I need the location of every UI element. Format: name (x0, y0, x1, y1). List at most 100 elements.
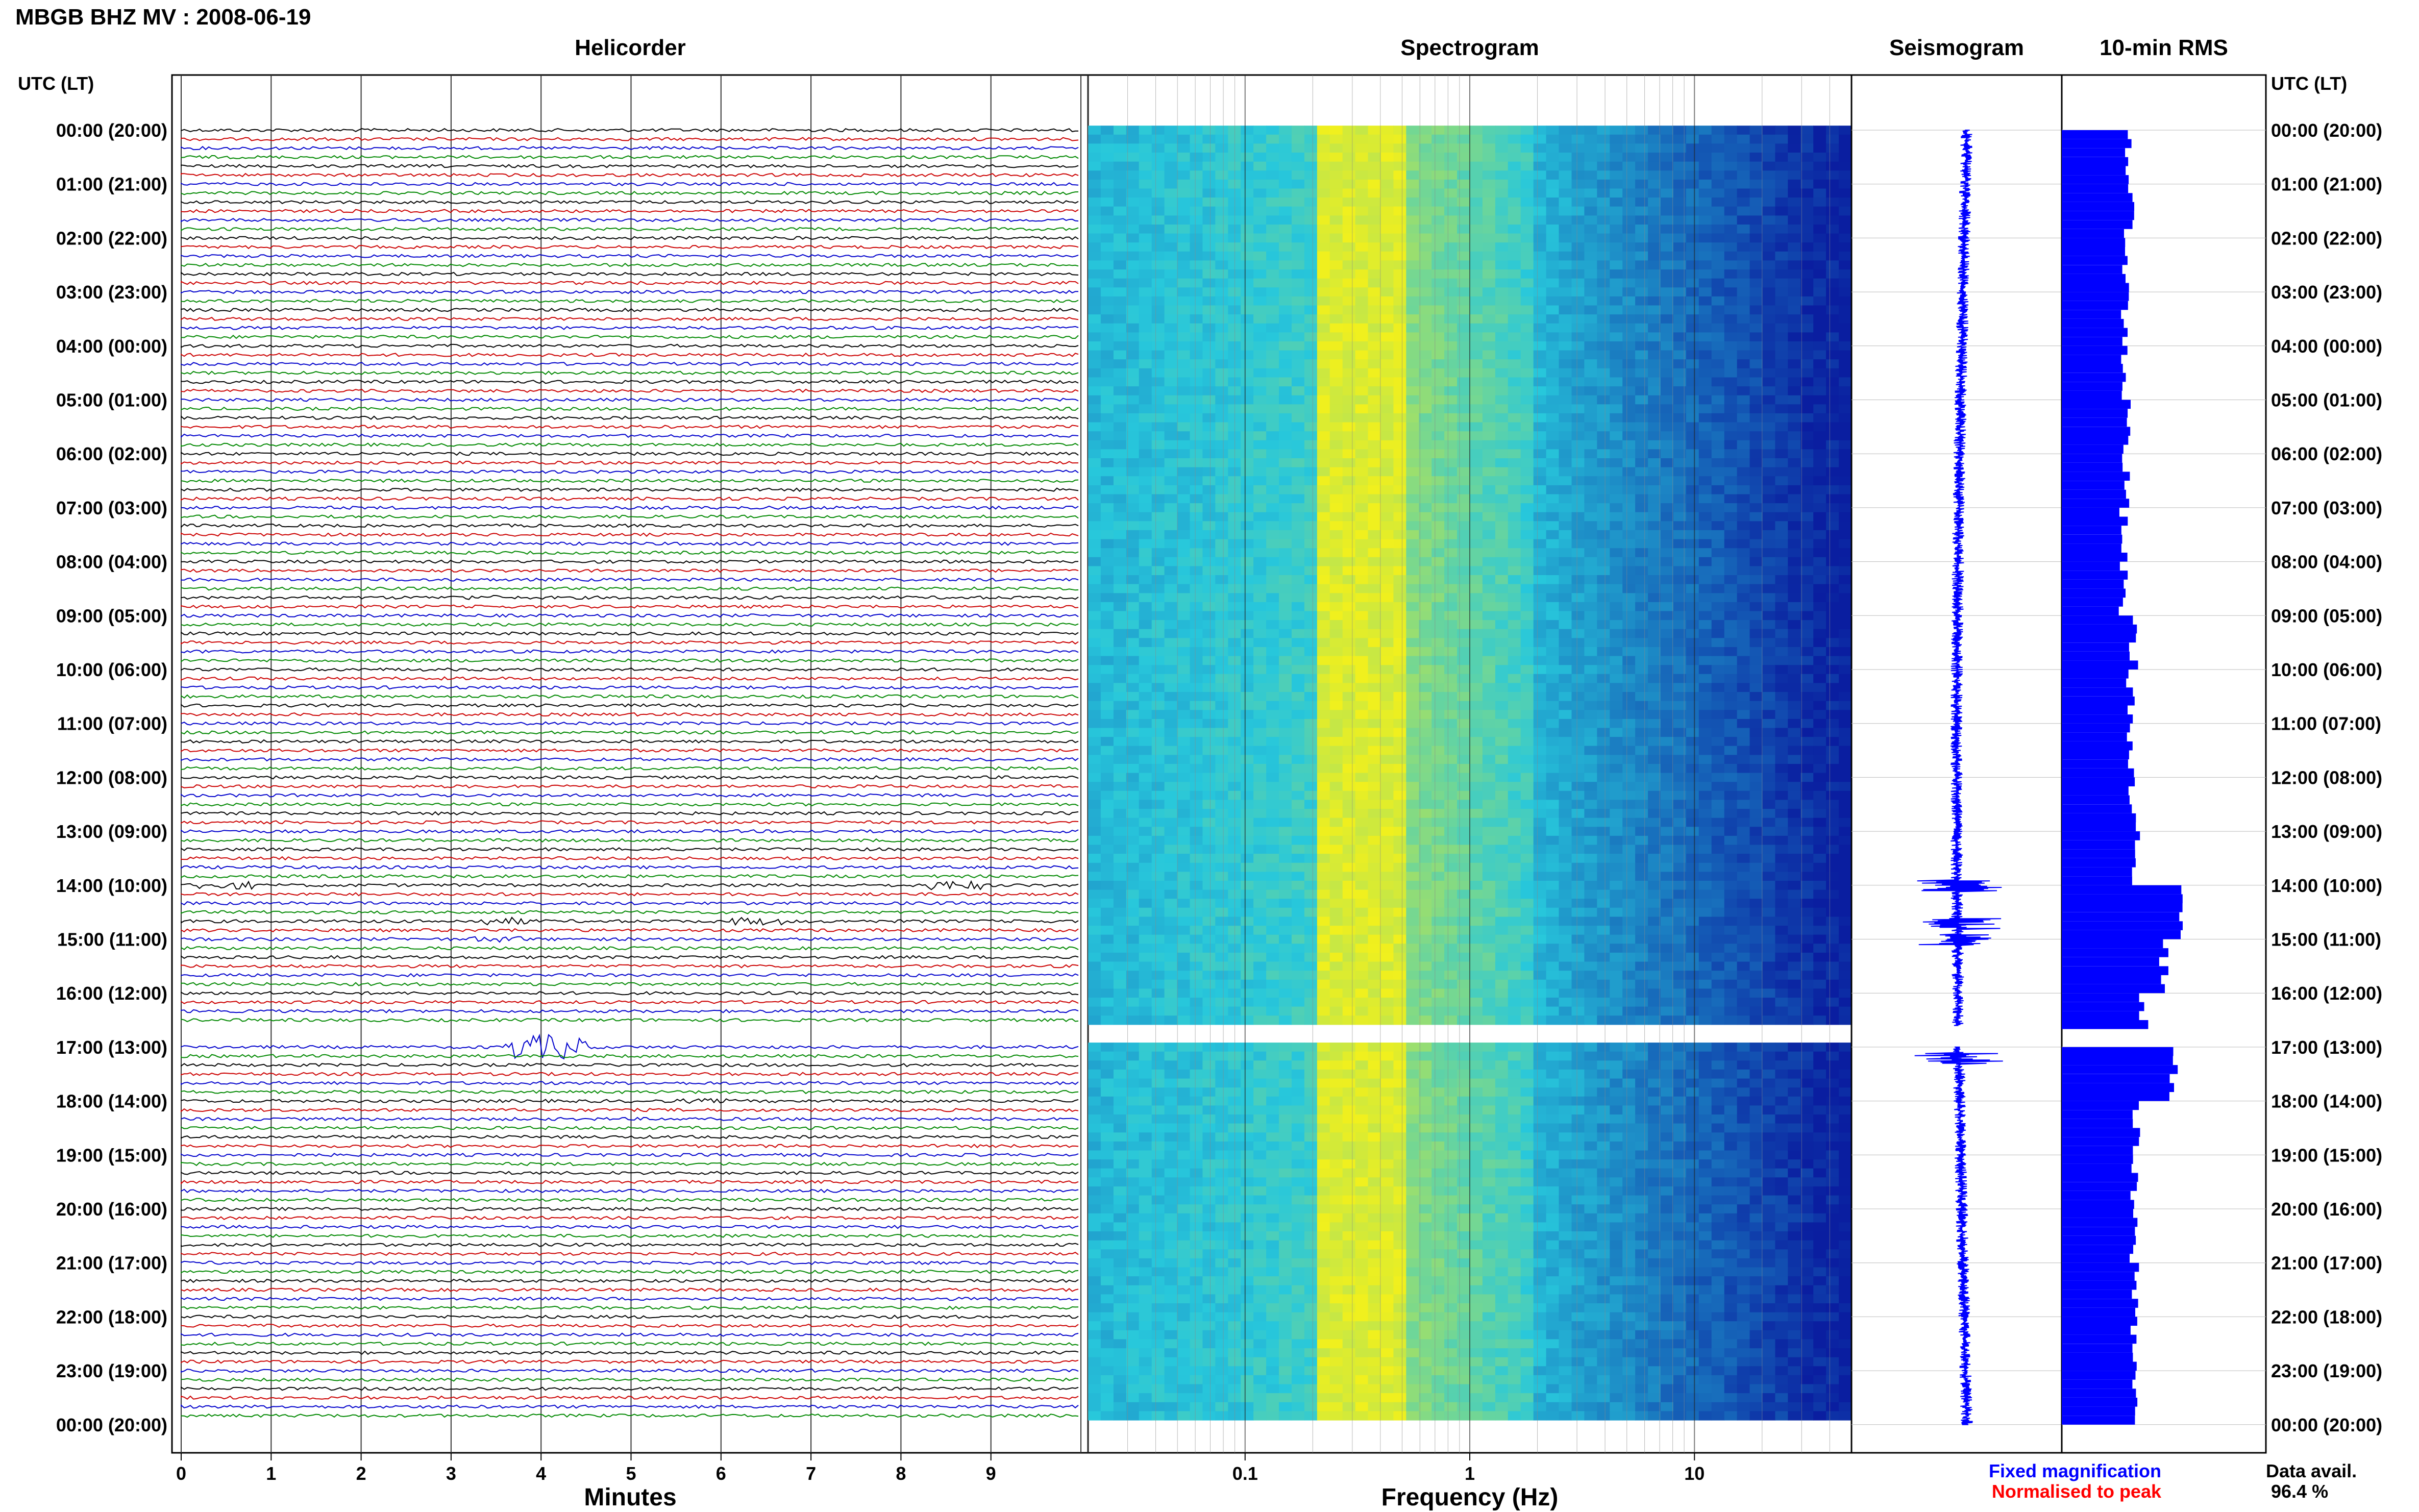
spectrogram-cell (1317, 314, 1330, 324)
spectrogram-cell (1839, 269, 1852, 279)
spectrogram-cell (1100, 287, 1114, 297)
spectrogram-cell (1317, 835, 1330, 846)
spectrogram-cell (1139, 494, 1152, 504)
spectrogram-cell (1839, 287, 1852, 297)
spectrogram-cell (1698, 206, 1712, 216)
spectrogram-cell (1648, 656, 1661, 665)
spectrogram-cell (1661, 377, 1674, 387)
spectrogram-cell (1317, 161, 1330, 171)
spectrogram-cell (1190, 674, 1203, 683)
spectrogram-cell (1610, 575, 1623, 585)
spectrogram-cell (1762, 476, 1776, 486)
spectrogram-cell (1661, 692, 1674, 702)
spectrogram-cell (1584, 809, 1598, 819)
spectrogram-cell (1419, 350, 1432, 360)
spectrogram-cell (1622, 530, 1636, 540)
spectrogram-cell (1813, 386, 1826, 396)
spectrogram-cell (1241, 386, 1254, 396)
spectrogram-cell (1304, 305, 1318, 315)
spectrogram-cell (1419, 629, 1432, 638)
spectrogram-cell (1495, 377, 1509, 387)
spectrogram-cell (1253, 737, 1267, 747)
spectrogram-cell (1304, 503, 1318, 513)
spectrogram-cell (1368, 197, 1381, 207)
spectrogram-cell (1457, 233, 1470, 243)
seismogram-header: Seismogram (1889, 35, 2024, 60)
spectrogram-cell (1380, 718, 1394, 729)
spectrogram-cell (1813, 647, 1826, 657)
spectrogram-cell (1482, 755, 1496, 764)
spectrogram-cell (1711, 701, 1725, 710)
spectrogram-cell (1584, 188, 1598, 198)
spectrogram-cell (1113, 728, 1127, 737)
spectrogram-cell (1253, 476, 1267, 486)
spectrogram-cell (1622, 611, 1636, 621)
spectrogram-cell (1190, 602, 1203, 612)
spectrogram-cell (1317, 368, 1330, 378)
spectrogram-cell (1571, 629, 1585, 638)
spectrogram-cell (1304, 647, 1318, 657)
spectrogram-cell (1610, 377, 1623, 387)
helicorder-trace-row (181, 847, 1079, 852)
spectrogram-cell (1762, 449, 1776, 459)
spectrogram-cell (1100, 629, 1114, 638)
time-label-left: 09:00 (05:00) (56, 605, 167, 626)
spectrogram-cell (1775, 269, 1789, 279)
spectrogram-cell (1673, 377, 1687, 387)
spectrogram-cell (1597, 701, 1610, 710)
spectrogram-cell (1839, 323, 1852, 333)
helicorder-trace-row (181, 586, 1079, 591)
spectrogram-cell (1126, 395, 1140, 405)
time-label-right: 06:00 (02:00) (2271, 443, 2382, 464)
spectrogram-cell (1215, 539, 1228, 549)
spectrogram-cell (1253, 773, 1267, 782)
spectrogram-cell (1253, 790, 1267, 800)
helicorder-trace-row (181, 928, 1079, 933)
spectrogram-cell (1177, 737, 1191, 747)
spectrogram-cell (1737, 143, 1750, 153)
helicorder-trace-row (181, 415, 1079, 420)
spectrogram-cell (1533, 710, 1547, 720)
spectrogram-cell (1431, 341, 1445, 351)
spectrogram-cell (1088, 467, 1101, 477)
spectrogram-cell (1317, 737, 1330, 747)
spectrogram-cell (1610, 692, 1623, 702)
spectrogram-cell (1126, 827, 1140, 836)
spectrogram-cell (1241, 314, 1254, 324)
spectrogram-cell (1648, 206, 1661, 216)
spectrogram-cell (1406, 593, 1419, 603)
spectrogram-cell (1190, 827, 1203, 836)
spectrogram-cell (1673, 557, 1687, 566)
spectrogram-cell (1368, 386, 1381, 396)
spectrogram-cell (1151, 548, 1165, 558)
spectrogram-cell (1508, 287, 1521, 297)
spectrogram-cell (1520, 584, 1534, 593)
spectrogram-cell (1661, 575, 1674, 585)
spectrogram-cell (1380, 225, 1394, 234)
spectrogram-cell (1711, 782, 1725, 791)
spectrogram-cell (1431, 153, 1445, 162)
spectrogram-cell (1546, 215, 1560, 225)
spectrogram-cell (1495, 260, 1509, 270)
spectrogram-cell (1533, 773, 1547, 782)
spectrogram-cell (1661, 278, 1674, 288)
spectrogram-cell (1202, 827, 1216, 836)
spectrogram-cell (1406, 674, 1419, 683)
spectrogram-cell (1444, 692, 1458, 702)
spectrogram-cell (1571, 476, 1585, 486)
spectrogram-cell (1610, 386, 1623, 396)
time-label-right: 17:00 (13:00) (2271, 1037, 2382, 1058)
spectrogram-cell (1113, 350, 1127, 360)
spectrogram-cell (1839, 665, 1852, 675)
spectrogram-cell (1329, 835, 1343, 846)
spectrogram-cell (1749, 503, 1763, 513)
spectrogram-cell (1393, 728, 1407, 737)
spectrogram-cell (1291, 764, 1305, 774)
spectrogram-cell (1546, 575, 1560, 585)
spectrogram-cell (1495, 674, 1509, 683)
spectrogram-cell (1291, 566, 1305, 576)
spectrogram-cell (1342, 251, 1356, 261)
spectrogram-cell (1520, 485, 1534, 495)
spectrogram-cell (1839, 413, 1852, 423)
spectrogram-cell (1279, 575, 1292, 585)
